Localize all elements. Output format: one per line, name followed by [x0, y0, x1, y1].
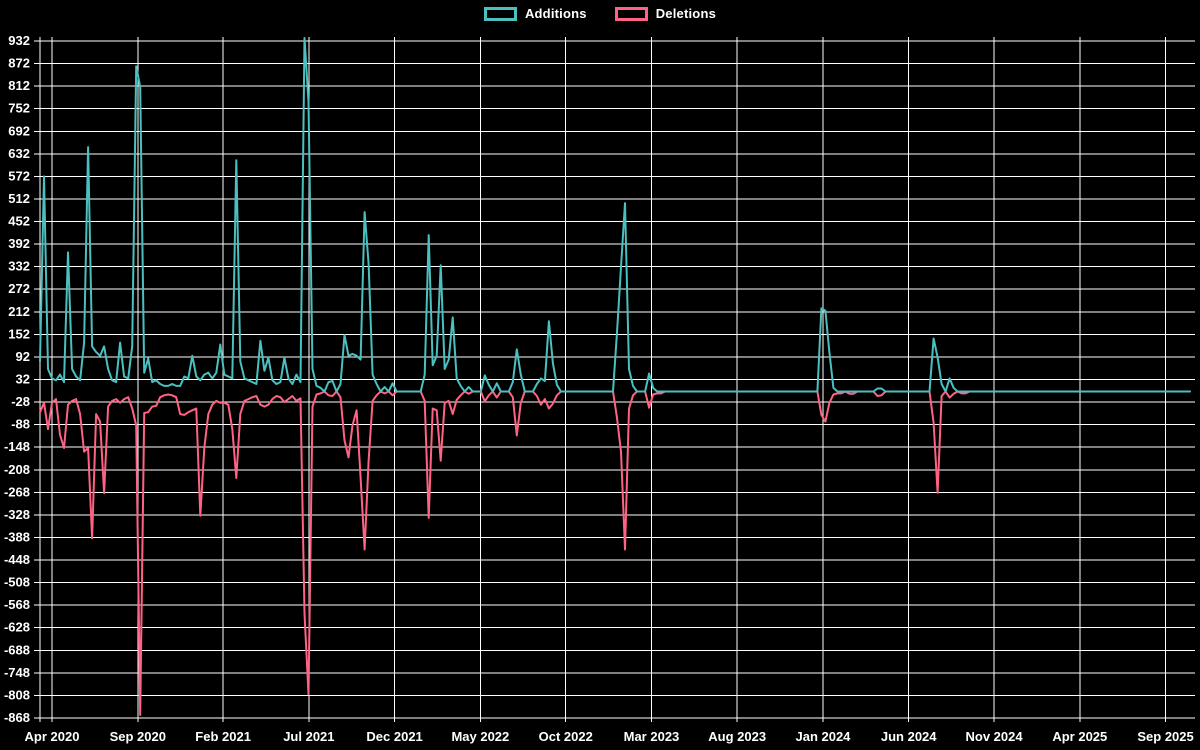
y-tick-label: 392	[8, 236, 30, 251]
x-tick-label: Apr 2020	[25, 729, 80, 744]
y-tick-label: -328	[4, 507, 30, 522]
x-tick-label: Sep 2020	[110, 729, 166, 744]
y-tick-label: -388	[4, 529, 30, 544]
y-tick-label: 872	[8, 56, 30, 71]
y-tick-label: 692	[8, 123, 30, 138]
y-tick-label: 752	[8, 101, 30, 116]
additions-legend-swatch	[483, 6, 517, 21]
chart-legend: Additions Deletions	[0, 6, 1200, 21]
x-tick-label: Oct 2022	[539, 729, 593, 744]
y-tick-label: 272	[8, 281, 30, 296]
y-tick-label: -868	[4, 710, 30, 725]
deletions-legend-label: Deletions	[655, 6, 717, 21]
y-tick-label: 212	[8, 304, 30, 319]
y-tick-label: -448	[4, 552, 30, 567]
y-tick-label: -268	[4, 484, 30, 499]
y-tick-label: -688	[4, 642, 30, 657]
y-tick-label: -508	[4, 575, 30, 590]
y-tick-label: 32	[16, 372, 30, 387]
y-tick-label: -208	[4, 462, 30, 477]
y-tick-label: -568	[4, 597, 30, 612]
y-tick-label: -628	[4, 620, 30, 635]
x-tick-label: Nov 2024	[966, 729, 1024, 744]
x-tick-label: May 2022	[451, 729, 509, 744]
y-tick-label: 932	[8, 33, 30, 48]
x-tick-label: Apr 2025	[1052, 729, 1107, 744]
x-tick-label: Sep 2025	[1137, 729, 1193, 744]
deletions-line	[39, 390, 1191, 716]
y-tick-label: 452	[8, 214, 30, 229]
y-tick-label: -28	[11, 394, 30, 409]
y-tick-label: 572	[8, 168, 30, 183]
x-tick-label: Feb 2021	[195, 729, 251, 744]
legend-item-additions[interactable]: Additions	[483, 6, 587, 21]
y-tick-label: -148	[4, 439, 30, 454]
y-tick-label: -808	[4, 687, 30, 702]
x-tick-label: Dec 2021	[366, 729, 422, 744]
y-tick-label: 332	[8, 259, 30, 274]
additions-legend-label: Additions	[524, 6, 587, 21]
y-tick-label: 92	[16, 349, 30, 364]
y-tick-label: -748	[4, 665, 30, 680]
deletions-legend-swatch	[614, 6, 648, 21]
x-tick-label: Jul 2021	[283, 729, 334, 744]
y-tick-label: 632	[8, 146, 30, 161]
y-tick-label: 152	[8, 326, 30, 341]
legend-item-deletions[interactable]: Deletions	[614, 6, 717, 21]
y-tick-label: -88	[11, 417, 30, 432]
x-tick-label: Mar 2023	[624, 729, 680, 744]
x-tick-label: Jun 2024	[881, 729, 937, 744]
x-tick-label: Aug 2023	[708, 729, 766, 744]
additions-line	[39, 37, 1191, 393]
x-tick-label: Jan 2024	[795, 729, 851, 744]
y-tick-label: 812	[8, 78, 30, 93]
y-tick-label: 512	[8, 191, 30, 206]
